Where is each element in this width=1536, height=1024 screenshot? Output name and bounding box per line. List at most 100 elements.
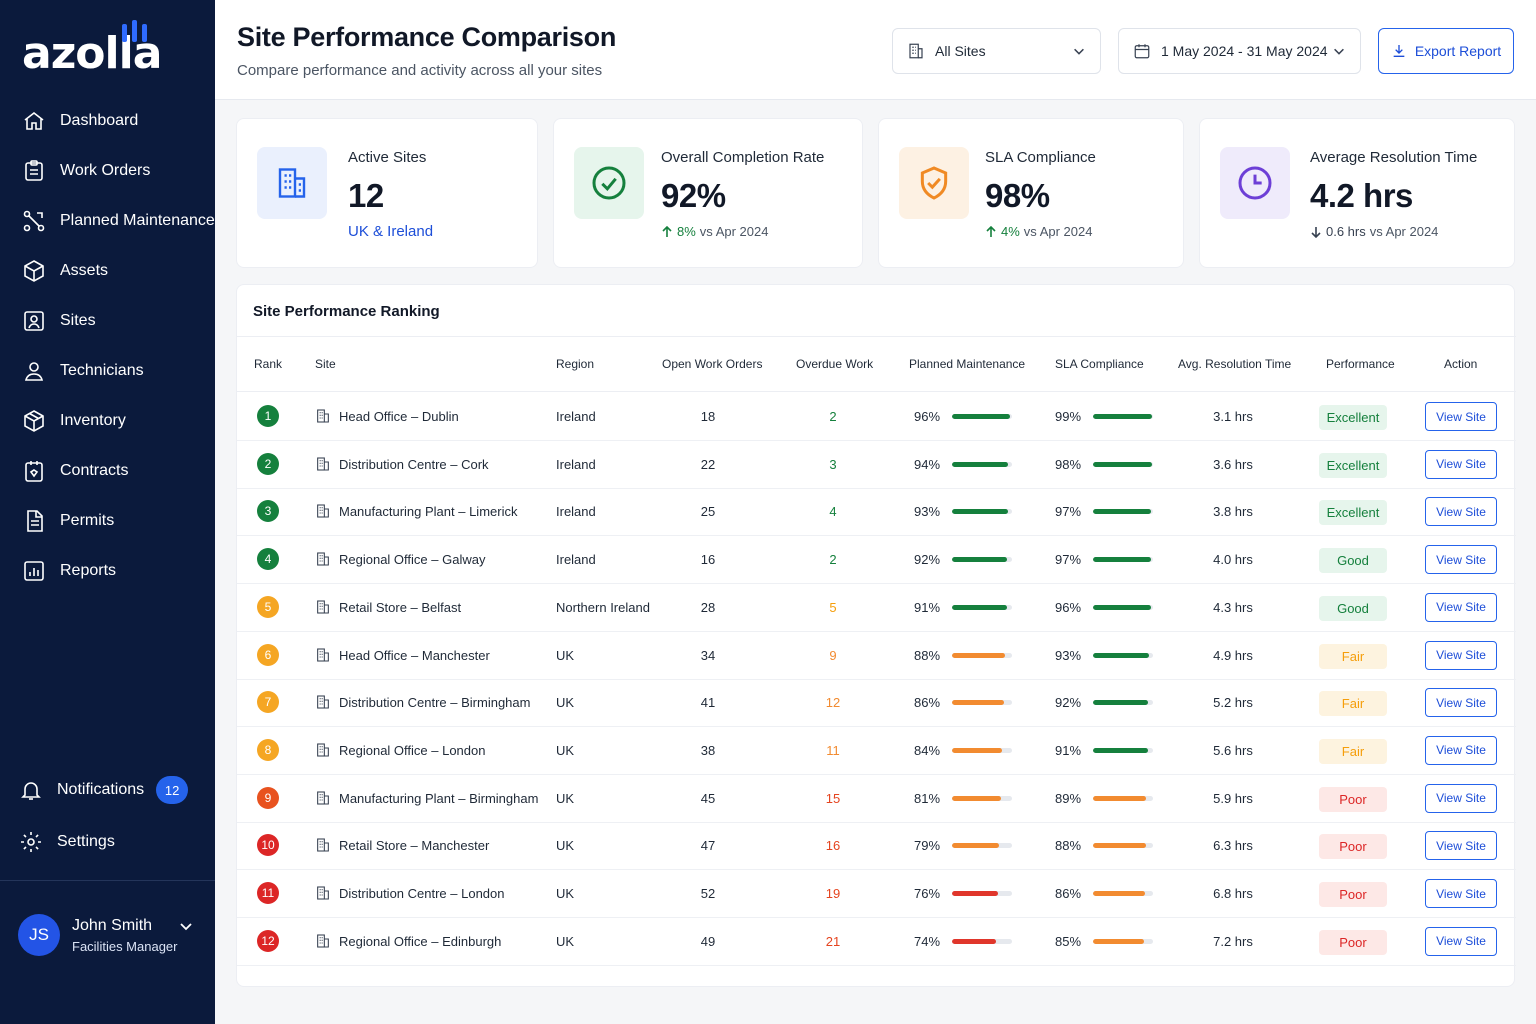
kpi-label: SLA Compliance [985,149,1096,166]
view-site-button[interactable]: View Site [1425,402,1497,431]
site-region: UK [556,838,575,854]
site-region: Ireland [556,504,596,520]
planned-maintenance-fill [952,747,1003,753]
sla-compliance-pct: 97% [1055,504,1082,520]
site-filter-select[interactable]: All Sites [892,28,1101,74]
open-work-orders: 47 [700,838,716,854]
sidebar-item-contracts[interactable]: Contracts [0,446,215,496]
sidebar-item-notifications[interactable]: Notifications 12 [0,764,215,816]
chevron-down-icon[interactable] [178,918,194,934]
sla-compliance-bar [1093,795,1153,801]
view-site-button[interactable]: View Site [1425,640,1497,670]
sidebar-divider [0,880,215,881]
sidebar-item-dashboard[interactable]: Dashboard [0,96,215,146]
user-role: Facilities Manager [72,938,178,954]
site-region: UK [556,742,575,758]
sidebar-item-permits[interactable]: Permits [0,496,215,546]
view-site-button[interactable]: View Site [1425,926,1497,956]
column-header-performance: Performance [1326,357,1395,371]
box-icon [22,409,46,433]
date-range-select[interactable]: 1 May 2024 - 31 May 2024 [1118,28,1361,74]
sla-compliance-fill [1093,652,1149,658]
rank-badge: 12 [257,929,279,952]
table-row[interactable]: 6 Head Office – Manchester UK 34 9 88% 93% 4.9 … [237,632,1516,680]
planned-maintenance-fill [952,557,1008,563]
overdue-work: 15 [825,790,841,806]
azolla-logo[interactable]: azolla [22,20,162,79]
building-icon [909,43,923,59]
sidebar-item-planned-maintenance[interactable]: Planned Maintenance [0,196,215,246]
table-row[interactable]: 11 Distribution Centre – London UK 52 19 76% 8… [237,870,1516,918]
clock-icon [1238,166,1272,200]
overdue-work: 12 [825,695,841,711]
home-icon [22,109,46,133]
table-row[interactable]: 1 Head Office – Dublin Ireland 18 2 96% 99% 3.1… [237,393,1516,441]
table-row[interactable]: 12 Regional Office – Edinburgh UK 49 21 74% 85… [237,918,1516,966]
shield-check-icon [920,166,948,200]
table-row[interactable]: 3 Manufacturing Plant – Limerick Ireland 25… [237,488,1516,537]
sla-compliance-fill [1093,557,1152,563]
view-site-button[interactable]: View Site [1425,545,1497,575]
sidebar-item-inventory[interactable]: Inventory [0,396,215,446]
sidebar-item-technicians[interactable]: Technicians [0,346,215,396]
avg-resolution-time: 6.3 hrs [1213,838,1253,854]
gear-icon [19,830,43,854]
planned-maintenance-pct: 91% [914,599,941,615]
sidebar-item-work-orders[interactable]: Work Orders [0,146,215,196]
arrow-down-icon [1311,226,1321,238]
avg-resolution-time: 3.6 hrs [1213,456,1253,472]
user-profile[interactable]: JS John Smith Facilities Manager [18,912,208,958]
open-work-orders: 28 [700,599,716,615]
kpi-icon-box [1220,147,1290,219]
table-header: Rank Site Region Open Work Orders Overdu… [237,336,1516,392]
table-row[interactable]: 2 Distribution Centre – Cork Ireland 22 3 94%… [237,441,1516,489]
kpi-value: 12 [348,177,384,214]
sla-compliance-fill [1093,461,1152,467]
sidebar-item-sites[interactable]: Sites [0,296,215,346]
contract-icon [22,459,46,483]
sla-compliance-bar [1093,461,1153,467]
planned-maintenance-pct: 96% [914,409,941,424]
planned-maintenance-pct: 79% [914,838,941,854]
site-name: Head Office – Manchester [339,647,490,663]
view-site-button[interactable]: View Site [1425,879,1497,908]
sidebar-item-label: Work Orders [60,162,151,179]
planned-maintenance-pct: 81% [914,790,941,806]
overdue-work: 19 [825,886,841,901]
date-range-value: 1 May 2024 - 31 May 2024 [1161,43,1328,59]
table-row[interactable]: 5 Retail Store – Belfast Northern Ireland 2… [237,584,1516,632]
sidebar-item-reports[interactable]: Reports [0,546,215,596]
building-icon [315,503,331,519]
kpi-region-link[interactable]: UK & Ireland [348,223,434,240]
view-site-button[interactable]: View Site [1425,449,1497,479]
sidebar-item-assets[interactable]: Assets [0,246,215,296]
view-site-button[interactable]: View Site [1425,783,1497,813]
planned-maintenance-fill [952,414,1010,419]
clipboard-icon [22,159,46,183]
kpi-compare: vs Apr 2024 [699,224,769,239]
view-site-button[interactable]: View Site [1425,831,1497,861]
planned-maintenance-bar [952,652,1012,658]
table-row[interactable]: 10 Retail Store – Manchester UK 47 16 79% 88% 6… [237,822,1516,871]
table-row[interactable]: 4 Regional Office – Galway Ireland 16 2 92% 97… [237,536,1516,585]
sidebar-item-settings[interactable]: Settings [0,816,215,868]
sidebar-item-label: Reports [60,562,117,579]
kpi-delta: 4% [1001,224,1020,239]
view-site-button[interactable]: View Site [1425,688,1497,718]
performance-badge: Good [1319,548,1387,574]
site-name: Retail Store – Manchester [339,838,490,854]
building-icon [315,647,331,663]
view-site-button[interactable]: View Site [1425,497,1497,527]
planned-maintenance-pct: 88% [914,647,941,663]
building-icon [315,456,331,472]
export-report-button[interactable]: Export Report [1378,28,1514,74]
view-site-button[interactable]: View Site [1425,592,1497,622]
table-row[interactable]: 9 Manufacturing Plant – Birmingham UK 45 15 8… [237,775,1516,823]
open-work-orders: 41 [700,695,716,711]
chevron-down-icon [1074,48,1084,55]
table-row[interactable]: 7 Distribution Centre – Birmingham UK 41 12 8… [237,679,1516,728]
overdue-work: 5 [829,599,837,615]
site-name: Distribution Centre – Birmingham [339,695,531,711]
view-site-button[interactable]: View Site [1425,735,1497,765]
table-row[interactable]: 8 Regional Office – London UK 38 11 84% 91% 5.6… [237,727,1516,775]
